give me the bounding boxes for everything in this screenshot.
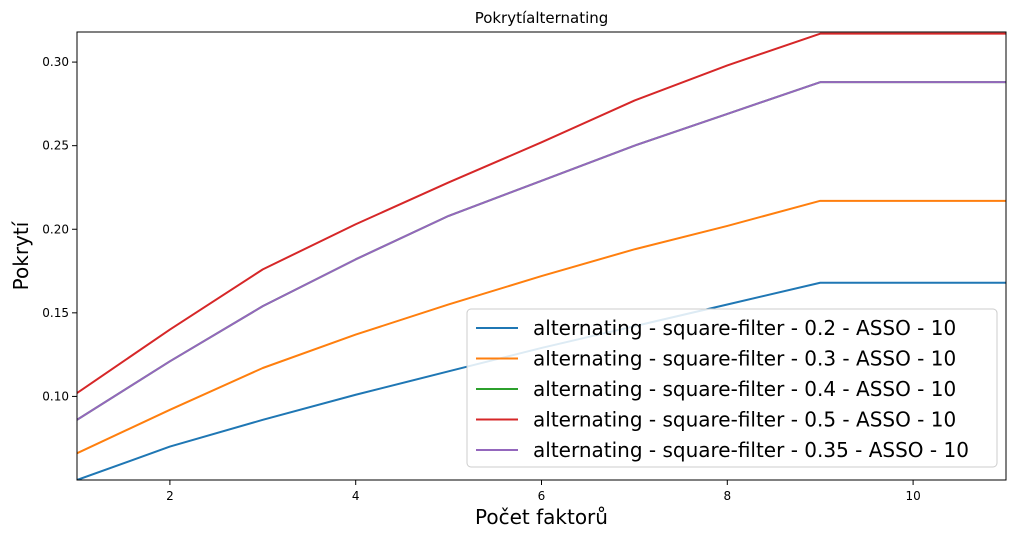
x-tick-label: 8	[723, 489, 731, 503]
legend-label: alternating - square-filter - 0.4 - ASSO…	[533, 377, 956, 401]
y-tick-label: 0.25	[42, 139, 69, 153]
y-tick-label: 0.15	[42, 306, 69, 320]
series-line-5	[77, 81, 1006, 422]
x-axis-label: Počet faktorů	[475, 505, 608, 529]
plot-lines	[77, 32, 1006, 480]
legend-label: alternating - square-filter - 0.2 - ASSO…	[533, 316, 956, 340]
legend-label: alternating - square-filter - 0.35 - ASS…	[533, 438, 969, 462]
y-axis: 0.10 0.15 0.20 0.25 0.30	[42, 55, 77, 403]
chart-title: Pokrytíalternating	[475, 9, 609, 27]
x-tick-label: 2	[166, 489, 174, 503]
series-line-4	[77, 32, 1006, 395]
y-tick-label: 0.20	[42, 222, 69, 236]
x-tick-label: 4	[352, 489, 360, 503]
y-tick-label: 0.30	[42, 55, 69, 69]
series-line-2	[77, 199, 1006, 455]
legend: alternating - square-filter - 0.2 - ASSO…	[466, 308, 998, 468]
legend-box	[466, 308, 998, 468]
legend-label: alternating - square-filter - 0.5 - ASSO…	[533, 408, 956, 432]
y-tick-label: 0.10	[42, 389, 69, 403]
x-tick-label: 10	[905, 489, 920, 503]
legend-entries: alternating - square-filter - 0.2 - ASSO…	[476, 316, 969, 462]
x-tick-label: 6	[538, 489, 546, 503]
x-axis: 2 4 6 8 10	[166, 480, 921, 503]
y-axis-label: Pokrytí	[9, 220, 33, 290]
legend-label: alternating - square-filter - 0.3 - ASSO…	[533, 347, 956, 371]
